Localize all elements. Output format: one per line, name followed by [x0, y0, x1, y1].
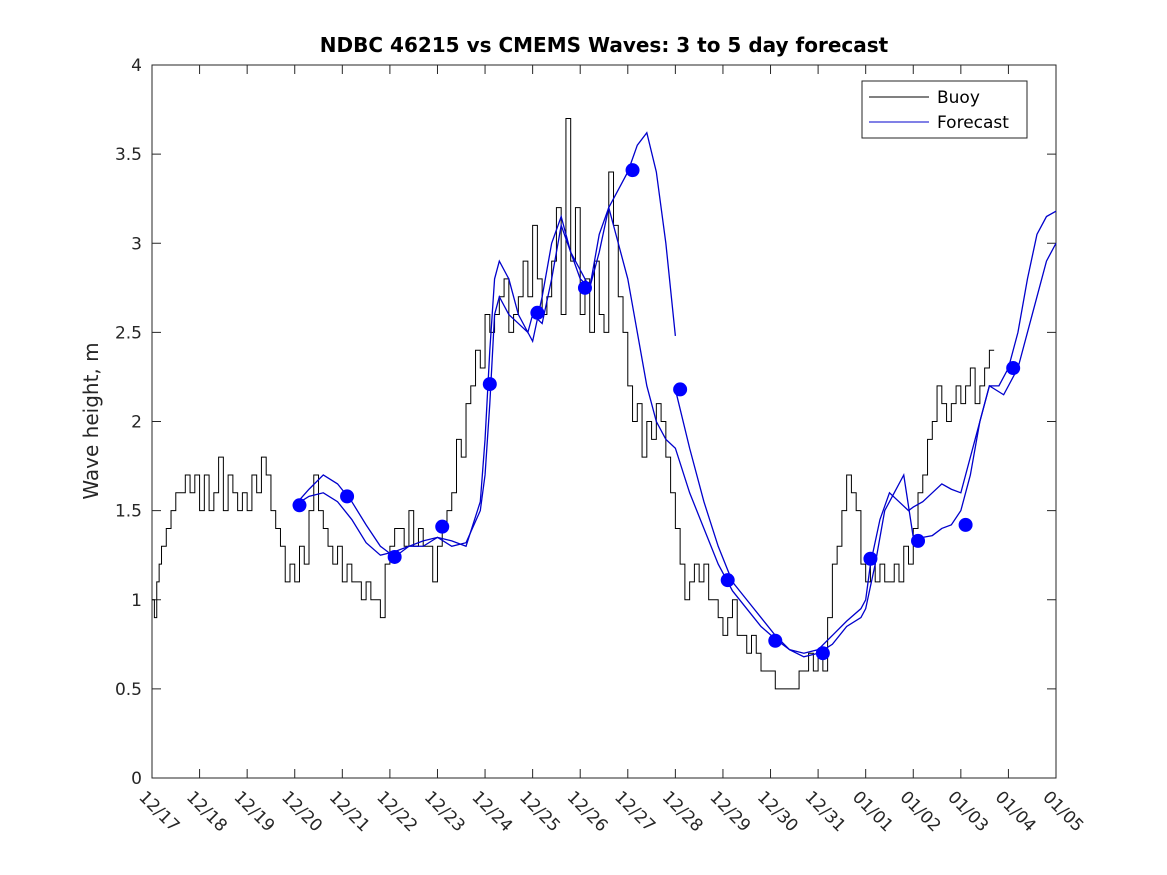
forecast-marker [625, 163, 640, 178]
forecast-marker [530, 305, 545, 320]
y-tick-label: 4 [131, 56, 142, 76]
forecast-marker [577, 280, 592, 295]
forecast-marker [958, 517, 973, 532]
y-tick-label: 2 [131, 413, 142, 433]
chart-title: NDBC 46215 vs CMEMS Waves: 3 to 5 day fo… [320, 33, 889, 57]
forecast-marker [863, 551, 878, 566]
forecast-marker [1006, 361, 1021, 376]
plot-area [151, 64, 1057, 779]
y-tick-label: 1.5 [115, 502, 142, 522]
y-tick-label: 2.5 [115, 323, 142, 343]
axis-ticks [151, 64, 1057, 779]
y-tick-label: 3.5 [115, 145, 142, 165]
forecast-series-line [674, 210, 1057, 658]
forecast-marker [815, 646, 830, 661]
forecast-marker [720, 573, 735, 588]
legend-forecast-label: Forecast [937, 113, 1009, 133]
legend-buoy-label: Buoy [937, 88, 980, 108]
forecast-marker [435, 519, 450, 534]
forecast-series-line [294, 205, 1057, 654]
forecast-marker [911, 533, 926, 548]
legend: Buoy Forecast [861, 80, 1028, 139]
forecast-marker [673, 382, 688, 397]
forecast-series-line [294, 131, 677, 558]
forecast-marker [340, 489, 355, 504]
forecast-marker [292, 498, 307, 513]
forecast-marker [768, 633, 783, 648]
y-tick-label: 1 [131, 591, 142, 611]
series-group [152, 117, 1057, 690]
forecast-marker [387, 549, 402, 564]
forecast-marker [482, 377, 497, 392]
y-axis-label: Wave height, m [79, 342, 103, 499]
y-tick-label: 0.5 [115, 680, 142, 700]
legend-box [861, 80, 1028, 139]
y-tick-label: 3 [131, 234, 142, 254]
buoy-series-line [152, 117, 995, 690]
y-tick-label: 0 [131, 769, 142, 789]
